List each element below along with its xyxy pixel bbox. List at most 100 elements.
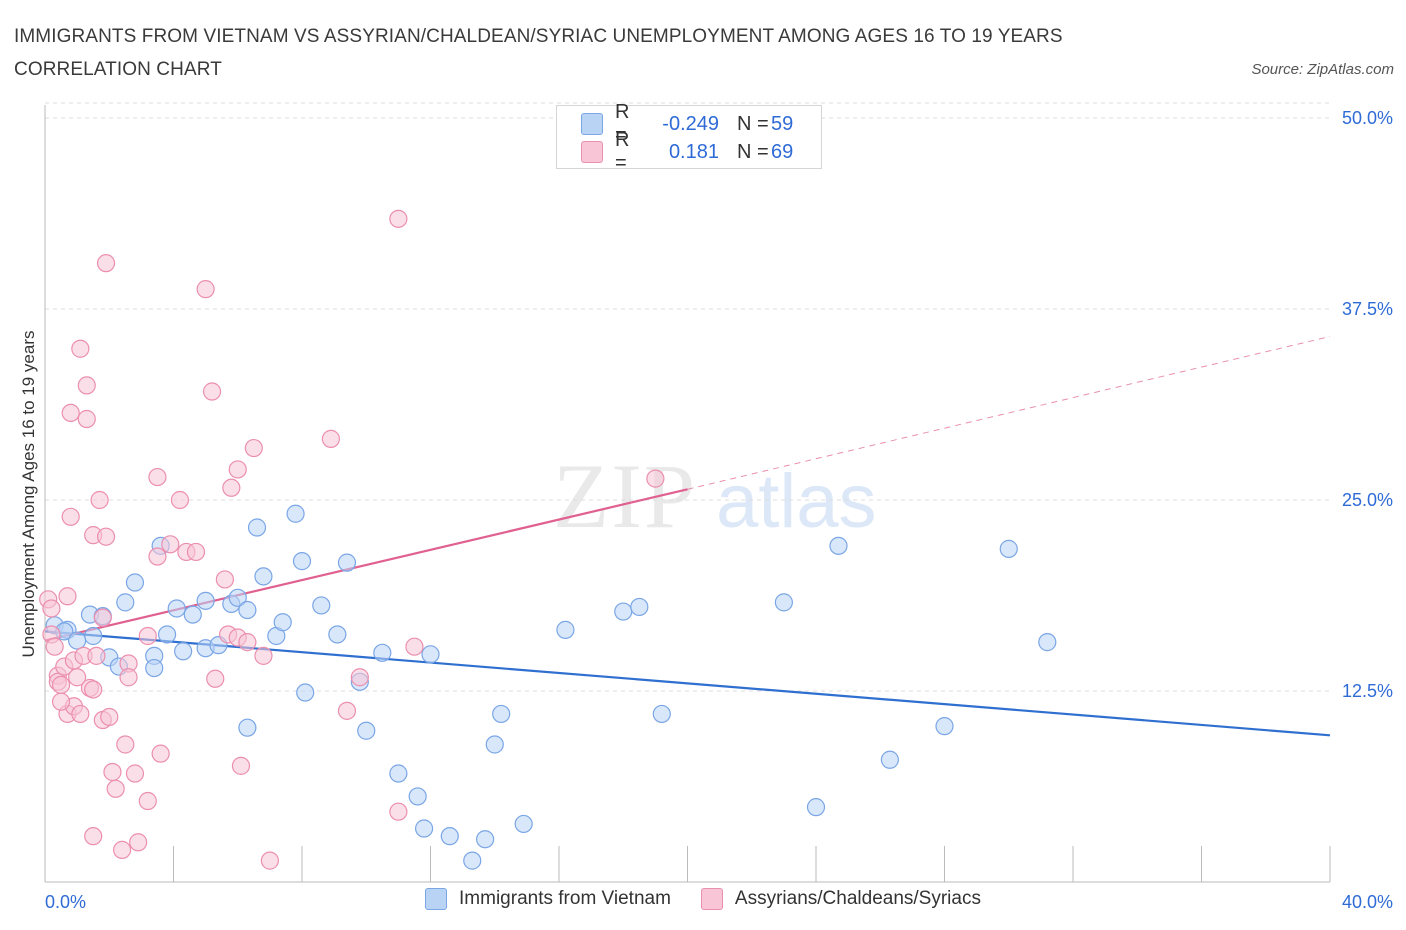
point-assyrian [196, 280, 215, 299]
point-assyrian [106, 779, 125, 798]
point-vietnam [463, 851, 482, 870]
point-vietnam [254, 567, 273, 586]
point-vietnam [440, 827, 459, 846]
trend-line-vietnam [44, 630, 1331, 737]
point-vietnam [238, 718, 257, 737]
point-vietnam [84, 626, 103, 646]
point-assyrian [61, 403, 80, 423]
point-vietnam [556, 620, 575, 639]
point-assyrian [71, 339, 90, 358]
point-assyrian [321, 429, 341, 448]
point-assyrian [84, 827, 103, 846]
point-assyrian [148, 547, 167, 566]
legend-label: Assyrians/Chaldeans/Syriacs [734, 888, 981, 909]
point-assyrian [337, 701, 357, 720]
y-axis-label: Unemployment Among Ages 16 to 19 years [19, 331, 38, 658]
r-label: R = [615, 101, 630, 146]
point-assyrian [222, 478, 241, 497]
data-points [39, 209, 1057, 870]
trend-line-assyrian-extension [687, 336, 1331, 490]
series-legend: Immigrants from Vietnam Assyrians/Chalde… [0, 888, 1406, 910]
point-vietnam [68, 631, 87, 650]
point-assyrian [119, 668, 138, 687]
axes [44, 105, 1331, 883]
point-assyrian [129, 833, 148, 852]
y-tick-label: 37.5% [1342, 299, 1393, 319]
legend-swatch-blue [581, 113, 603, 135]
legend-swatch-blue [425, 888, 448, 910]
point-vietnam [829, 536, 848, 555]
point-vietnam [999, 539, 1018, 558]
point-vietnam [337, 553, 357, 572]
point-vietnam [145, 658, 164, 678]
n-label: N = [737, 140, 769, 163]
y-tick-label: 12.5% [1342, 681, 1393, 701]
point-vietnam [414, 819, 434, 838]
x-tick-label: 0.0% [45, 892, 86, 912]
point-assyrian [112, 840, 132, 860]
point-vietnam [806, 798, 826, 817]
point-assyrian [389, 802, 408, 821]
point-vietnam [774, 593, 793, 612]
legend-row-vietnam: R = -0.249 N = 59 [581, 101, 794, 146]
point-vietnam [286, 504, 305, 523]
point-vietnam [116, 593, 135, 612]
r-value: 0.181 [668, 140, 719, 163]
point-vietnam [125, 573, 145, 592]
y-tick-label: 50.0% [1342, 108, 1393, 128]
point-assyrian [260, 851, 279, 870]
n-label: N = [737, 112, 769, 135]
point-vietnam [514, 814, 533, 834]
point-vietnam [296, 683, 315, 702]
point-assyrian [206, 669, 225, 688]
point-assyrian [151, 744, 170, 763]
point-vietnam [228, 588, 247, 607]
point-assyrian [186, 542, 206, 562]
watermark-atlas: atlas [716, 459, 877, 544]
point-assyrian [238, 633, 257, 652]
point-assyrian [148, 467, 167, 487]
chart-title: IMMIGRANTS FROM VIETNAM VS ASSYRIAN/CHAL… [14, 26, 1063, 80]
point-assyrian [138, 791, 157, 811]
point-vietnam [273, 613, 292, 632]
r-value: -0.249 [662, 112, 719, 135]
point-vietnam [614, 602, 633, 621]
point-vietnam [421, 645, 440, 664]
legend-swatch-pink [700, 888, 723, 910]
n-value: 59 [771, 112, 794, 135]
y-tick-label: 25.0% [1342, 490, 1393, 510]
point-assyrian [215, 570, 234, 589]
point-assyrian [350, 668, 369, 687]
point-assyrian [170, 490, 190, 510]
point-assyrian [77, 376, 96, 395]
point-vietnam [183, 605, 202, 624]
point-vietnam [167, 599, 186, 618]
point-assyrian [389, 209, 408, 228]
point-assyrian [90, 490, 109, 510]
point-assyrian [254, 646, 273, 665]
point-vietnam [1038, 633, 1057, 652]
legend-item-vietnam[interactable]: Immigrants from Vietnam [425, 888, 671, 910]
point-assyrian [646, 469, 665, 488]
point-assyrian [228, 460, 247, 479]
point-vietnam [328, 625, 347, 644]
point-vietnam [408, 787, 427, 806]
point-vietnam [312, 596, 331, 615]
tick-labels: 12.5% 25.0% 37.5% 50.0% 0.0% 40.0% [45, 108, 1393, 912]
point-assyrian [42, 599, 61, 618]
point-vietnam [196, 591, 215, 610]
point-assyrian [100, 707, 119, 727]
trend-line-assyrian [44, 488, 688, 642]
point-vietnam [630, 597, 649, 617]
legend-item-assyrian[interactable]: Assyrians/Chaldeans/Syriacs [700, 888, 981, 910]
point-vietnam [174, 642, 193, 661]
point-assyrian [405, 637, 424, 656]
point-assyrian [96, 254, 116, 273]
n-value: 69 [771, 140, 794, 163]
point-vietnam [238, 600, 257, 620]
point-assyrian [125, 764, 145, 783]
point-vietnam [935, 717, 954, 736]
point-vietnam [389, 764, 408, 783]
legend-label: Immigrants from Vietnam [459, 888, 671, 909]
